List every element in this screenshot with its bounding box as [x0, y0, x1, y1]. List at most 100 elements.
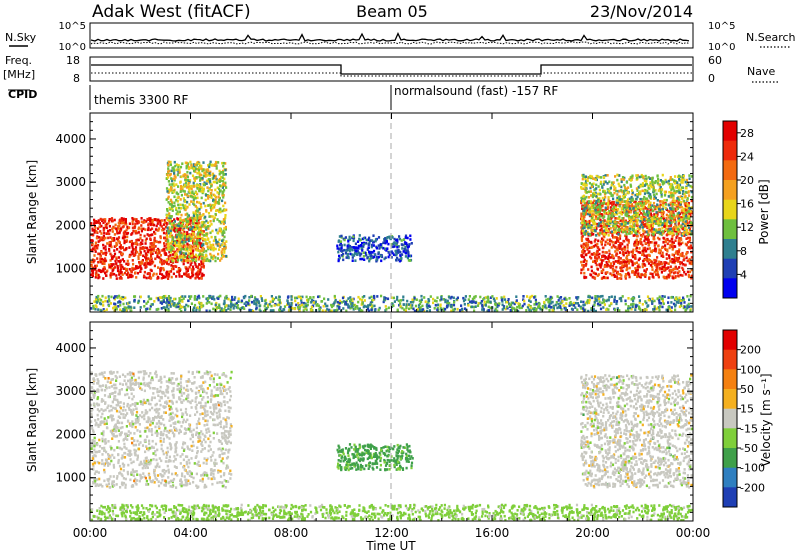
cell — [189, 259, 192, 263]
cell — [192, 259, 195, 262]
cell — [208, 165, 211, 169]
cell — [336, 305, 339, 308]
cell — [195, 176, 198, 179]
cell — [187, 275, 190, 278]
cell — [205, 228, 208, 231]
cell — [602, 183, 605, 186]
cell — [658, 207, 661, 211]
cell — [100, 257, 104, 261]
cell — [675, 208, 678, 211]
cell — [596, 205, 599, 209]
cell — [595, 259, 598, 263]
cell — [111, 269, 114, 273]
cell — [171, 183, 174, 186]
cell — [583, 232, 586, 235]
cell — [169, 217, 172, 220]
cell — [189, 250, 192, 253]
cell — [653, 270, 656, 274]
cell — [630, 199, 633, 202]
cell — [648, 214, 651, 218]
cell — [339, 242, 342, 245]
cell — [604, 251, 607, 254]
cell — [660, 200, 664, 203]
cell — [592, 276, 595, 279]
cell — [603, 180, 606, 183]
cell — [213, 176, 216, 179]
cell — [117, 225, 120, 228]
cell — [169, 254, 172, 257]
cell — [687, 246, 690, 250]
cell — [214, 175, 217, 178]
cell — [621, 227, 624, 230]
cell — [661, 207, 664, 211]
cell — [634, 193, 637, 197]
cell — [354, 259, 357, 262]
cell — [94, 226, 97, 230]
cell — [531, 294, 534, 298]
cell — [122, 267, 125, 270]
cell — [192, 214, 195, 218]
cell — [173, 172, 176, 175]
cell — [626, 203, 629, 207]
cell — [174, 176, 177, 179]
cell — [383, 257, 386, 261]
cell — [687, 305, 690, 309]
cell — [515, 295, 518, 298]
cell — [616, 239, 619, 242]
cell — [219, 259, 222, 262]
cell — [110, 254, 113, 257]
cell — [133, 248, 136, 251]
cell — [625, 210, 628, 214]
cell — [620, 266, 623, 269]
cell — [653, 181, 656, 185]
cell — [645, 180, 648, 183]
cell — [598, 252, 601, 256]
cell — [371, 299, 374, 302]
cell — [128, 240, 131, 244]
cell — [683, 217, 686, 220]
cell — [162, 231, 166, 235]
cell — [606, 224, 609, 228]
cell — [619, 251, 622, 254]
cell — [102, 267, 105, 271]
cell — [679, 203, 682, 206]
cell — [493, 299, 496, 302]
cell — [221, 253, 224, 257]
cell — [165, 177, 168, 180]
cell — [614, 246, 617, 249]
cell — [646, 191, 649, 194]
cell — [187, 252, 190, 255]
cell — [201, 237, 204, 241]
cell — [582, 251, 585, 255]
cell — [587, 226, 590, 229]
cell — [601, 221, 604, 224]
cell — [663, 194, 667, 197]
cell — [614, 206, 618, 209]
cell — [408, 243, 411, 246]
cell — [193, 240, 196, 243]
cell — [590, 216, 593, 220]
cell — [631, 225, 634, 228]
cell — [217, 242, 220, 246]
cell — [107, 229, 110, 233]
cell — [644, 197, 647, 200]
cell — [585, 191, 588, 194]
cell — [590, 265, 593, 269]
cell — [222, 229, 225, 233]
cell — [98, 252, 101, 256]
cell — [114, 266, 117, 269]
cell — [186, 254, 190, 257]
cell — [586, 220, 589, 224]
cell — [189, 248, 192, 251]
cell — [178, 171, 181, 174]
cell — [196, 275, 199, 279]
cell — [680, 261, 683, 264]
cell — [406, 249, 409, 252]
cell — [686, 203, 689, 206]
cell — [153, 264, 156, 268]
cell — [176, 237, 179, 240]
cell — [185, 238, 189, 241]
cell — [577, 296, 580, 299]
cell — [97, 260, 100, 264]
cell — [176, 224, 179, 227]
